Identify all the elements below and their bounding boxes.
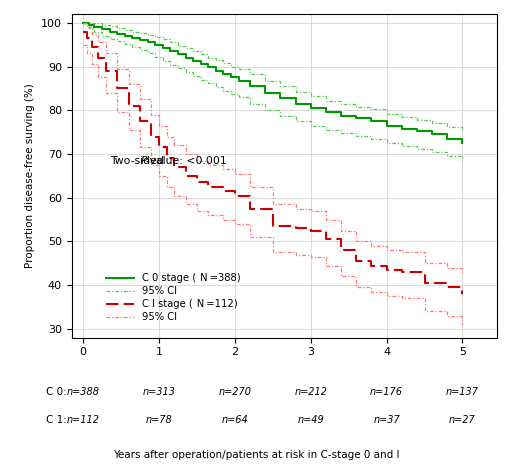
Text: n=270: n=270	[218, 387, 251, 397]
Y-axis label: Proportion disease-free surving (%): Proportion disease-free surving (%)	[26, 83, 35, 268]
Text: P: P	[140, 157, 147, 166]
Text: Years after operation/patients at risk in C-stage 0 and I: Years after operation/patients at risk i…	[113, 450, 399, 460]
Text: n=78: n=78	[145, 415, 173, 425]
Text: n=313: n=313	[142, 387, 176, 397]
Text: n=49: n=49	[297, 415, 324, 425]
Text: n=37: n=37	[373, 415, 400, 425]
Text: C 0:: C 0:	[46, 387, 67, 397]
Legend: C 0 stage (  N =388), 95% CI, C I stage (  N =112), 95% CI: C 0 stage ( N =388), 95% CI, C I stage (…	[102, 269, 245, 326]
Text: n=137: n=137	[446, 387, 479, 397]
Text: -value: <0.001: -value: <0.001	[145, 157, 226, 166]
Text: Two-sided: Two-sided	[110, 157, 167, 166]
Text: C 1:: C 1:	[46, 415, 67, 425]
Text: n=27: n=27	[449, 415, 476, 425]
Text: n=176: n=176	[370, 387, 403, 397]
Text: n=112: n=112	[67, 415, 99, 425]
Text: n=388: n=388	[67, 387, 99, 397]
Text: n=212: n=212	[294, 387, 327, 397]
Text: n=64: n=64	[222, 415, 248, 425]
